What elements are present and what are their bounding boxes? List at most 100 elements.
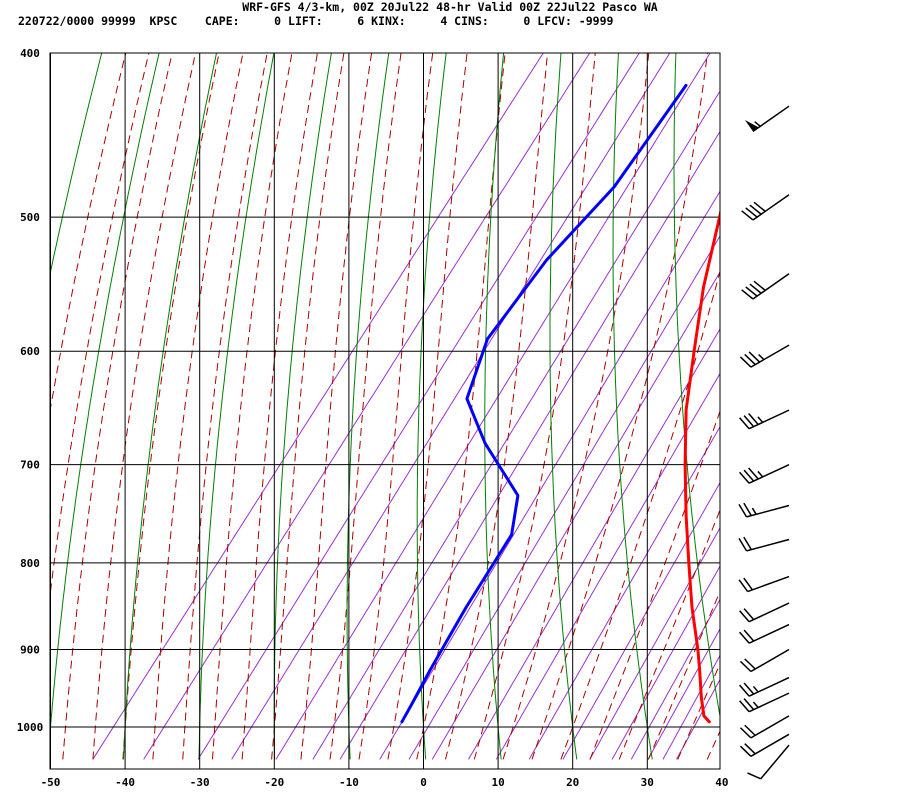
mixing-ratio-line [468, 328, 720, 760]
wind-barb-full [741, 289, 754, 300]
wind-barb [739, 733, 790, 757]
dry-adiabat-line [549, 53, 578, 760]
mixing-ratio-line [231, 53, 671, 760]
wind-barb-full [739, 660, 752, 673]
mixing-ratio-line [630, 598, 720, 760]
wind-barb-full [743, 415, 755, 428]
moist-adiabat-line [473, 53, 596, 760]
moist-adiabat-line [416, 53, 506, 760]
dry-adiabat-line [50, 53, 160, 740]
dry-adiabat-line [733, 34, 803, 759]
wind-barb-shaft [750, 733, 790, 757]
wind-barb-full [739, 684, 750, 697]
dry-adiabat-line [673, 53, 720, 720]
moist-adiabat-line [50, 53, 150, 600]
dry-adiabat-line [416, 53, 447, 760]
wind-barb [738, 502, 790, 518]
wind-barb-shaft [760, 744, 790, 780]
wind-barb [739, 715, 790, 739]
wind-barb-full [739, 700, 750, 713]
wind-barb [744, 105, 790, 133]
wind-barb [739, 344, 790, 368]
wind-barb-shaft [747, 575, 790, 593]
moist-adiabat-line [618, 508, 720, 760]
wind-barb-full [738, 579, 749, 593]
wind-barb-shaft [752, 273, 790, 300]
mixing-ratio-line [197, 53, 640, 760]
wind-barb-shaft [746, 538, 790, 552]
y-tick-label: 500 [20, 211, 40, 224]
wind-barb-full [745, 207, 758, 218]
wind-barb [739, 623, 790, 644]
wind-barb-full [749, 204, 762, 215]
dry-adiabat-line [346, 53, 390, 760]
wind-barb-shaft [746, 504, 790, 518]
wind-barb-half [758, 353, 765, 361]
x-tick-label: -20 [264, 776, 284, 789]
mixing-ratio-line [143, 53, 591, 760]
y-tick-label: 400 [20, 47, 40, 60]
dry-adiabat-line [198, 53, 275, 760]
wind-barb-full [748, 467, 759, 480]
wind-barb [739, 409, 790, 430]
wind-barb-full [743, 502, 752, 516]
wind-barb-full [739, 417, 750, 430]
wind-barb [739, 692, 790, 713]
mixing-ratio-line [647, 627, 720, 760]
wind-barb-full [745, 286, 758, 297]
wind-barb-half [757, 470, 764, 478]
wind-barb [741, 194, 790, 221]
isotherm-isobar-grid [50, 53, 720, 769]
wind-barb [739, 463, 790, 484]
wind-barb-full [738, 504, 748, 518]
mixing-ratio-line [339, 130, 720, 760]
mixing-ratio-line [408, 235, 720, 760]
moist-adiabat-line [241, 53, 318, 760]
wind-barb-full [744, 658, 756, 670]
wind-barb-shaft [748, 409, 790, 430]
mixing-ratio-line [431, 271, 720, 760]
moist-adiabat-line [152, 53, 244, 760]
x-tick-label: 30 [641, 776, 654, 789]
wind-barb-shaft [750, 344, 790, 368]
y-tick-label: 1000 [17, 721, 44, 734]
wind-barb-shaft [748, 676, 790, 697]
mixing-ratio-line [495, 372, 720, 760]
wind-barb-half [754, 121, 761, 127]
sounding-traces [400, 83, 720, 724]
wind-barb-full [743, 469, 755, 482]
x-tick-label: 10 [491, 776, 504, 789]
wind-barb-full [741, 210, 754, 221]
wind-barb-shaft [748, 602, 790, 623]
mixing-ratio-line [92, 53, 544, 760]
x-tick-label: 20 [566, 776, 579, 789]
y-tick-label: 900 [20, 643, 40, 656]
wind-barb [738, 536, 790, 552]
moist-adiabat-line [531, 53, 709, 760]
wind-barb-shaft [748, 463, 790, 484]
mixing-ratio-line [379, 190, 720, 760]
wind-barb-full [743, 682, 755, 695]
wind-barb [741, 273, 790, 300]
wind-barb-full [744, 743, 756, 755]
wind-barb-full [743, 608, 755, 621]
dry-adiabat-line [848, 34, 900, 759]
moist-adiabat-line [502, 53, 650, 760]
dry-adiabats [50, 34, 900, 760]
mixing-ratio-line [275, 53, 711, 760]
wind-barb-shaft [748, 623, 790, 644]
moist-adiabat-line [329, 53, 402, 760]
moist-adiabat-line [706, 730, 720, 760]
wind-barb-full [739, 610, 750, 623]
moist-adiabat-line [445, 53, 549, 760]
mixing-ratio-line [562, 481, 720, 760]
mixing-ratio-line [589, 526, 720, 760]
dry-adiabat-line [791, 34, 879, 759]
wind-barb-half [757, 416, 764, 423]
moist-adiabats [50, 53, 720, 760]
dry-adiabat-line [273, 53, 332, 760]
dry-adiabat-line [50, 53, 103, 277]
y-axis-tick-labels: 400 500 600 700 800 900 1000 [17, 47, 44, 734]
plot-frame [49, 52, 721, 770]
chart-title: WRF-GFS 4/3-km, 00Z 20Jul22 48-hr Valid … [242, 0, 658, 14]
